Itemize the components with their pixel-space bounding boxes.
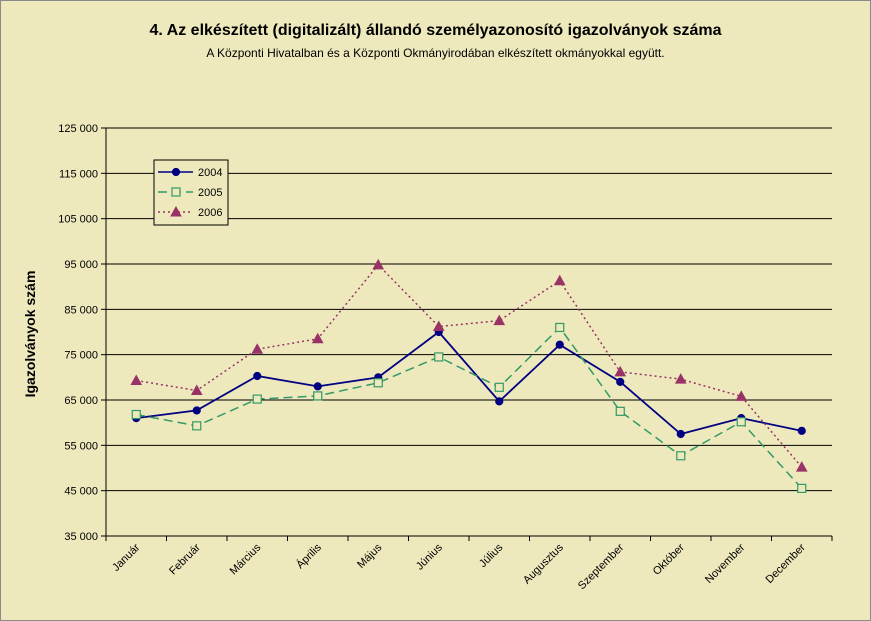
data-point bbox=[192, 406, 201, 415]
data-point bbox=[313, 382, 322, 391]
y-tick-label: 35 000 bbox=[64, 531, 98, 543]
x-tick-label: Szeptember bbox=[576, 541, 627, 592]
data-point bbox=[192, 421, 202, 431]
data-point bbox=[372, 258, 385, 270]
chart-subtitle: A Központi Hivatalban és a Központi Okmá… bbox=[206, 46, 665, 60]
x-tick-label: December bbox=[764, 541, 809, 586]
data-point bbox=[170, 205, 182, 217]
data-point bbox=[795, 461, 808, 472]
series-2004 bbox=[132, 327, 806, 439]
data-point bbox=[615, 406, 625, 416]
series-lines bbox=[130, 258, 808, 493]
data-point bbox=[555, 322, 565, 333]
data-point bbox=[797, 426, 806, 435]
data-point bbox=[495, 397, 504, 406]
x-tick-label: November bbox=[703, 541, 748, 586]
data-point bbox=[171, 167, 181, 177]
data-point bbox=[797, 483, 807, 493]
data-point bbox=[674, 373, 687, 384]
y-tick-label: 105 000 bbox=[58, 214, 98, 226]
x-tick-label: Október bbox=[651, 541, 687, 577]
y-tick-label: 125 000 bbox=[58, 123, 98, 135]
legend-item: 2005 bbox=[158, 187, 222, 199]
data-point bbox=[130, 374, 143, 386]
legend: 2004 2005 2006 bbox=[153, 159, 229, 226]
x-tick-label: Július bbox=[477, 541, 506, 570]
data-point bbox=[553, 274, 566, 286]
data-point bbox=[676, 429, 685, 439]
y-axis-label: Igazolványok szám bbox=[22, 271, 38, 398]
data-point bbox=[494, 382, 504, 392]
data-point bbox=[373, 378, 383, 388]
legend-label: 2005 bbox=[198, 187, 222, 199]
chart-title: 4. Az elkészített (digitalizált) állandó… bbox=[149, 22, 722, 39]
x-tick-label: Április bbox=[293, 541, 324, 572]
data-point bbox=[313, 391, 323, 401]
data-point bbox=[493, 314, 506, 326]
x-tick-label: Január bbox=[110, 541, 143, 574]
data-point bbox=[736, 417, 746, 427]
x-tick-label: Június bbox=[414, 541, 445, 572]
x-tick-label: Augusztus bbox=[521, 541, 566, 586]
y-tick-label: 45 000 bbox=[64, 486, 98, 498]
gridlines bbox=[106, 127, 832, 537]
y-tick-label: 55 000 bbox=[64, 440, 98, 452]
data-point bbox=[252, 394, 262, 404]
data-point bbox=[190, 384, 203, 395]
x-tick-labels: Január Február Március Április Május Június Jú… bbox=[110, 541, 808, 592]
data-point bbox=[616, 377, 625, 386]
series-2005 bbox=[131, 322, 807, 493]
legend-item: 2006 bbox=[158, 205, 222, 219]
x-tick-label: Február bbox=[167, 541, 203, 577]
series-line bbox=[136, 326, 803, 489]
axes bbox=[101, 127, 833, 541]
y-tick-label: 85 000 bbox=[64, 304, 98, 316]
data-point bbox=[432, 320, 445, 332]
x-tick-label: Március bbox=[228, 541, 264, 577]
data-point bbox=[171, 187, 181, 197]
series-2006 bbox=[130, 258, 808, 472]
data-point bbox=[253, 371, 262, 381]
series-line bbox=[136, 263, 803, 468]
y-tick-label: 115 000 bbox=[59, 168, 98, 180]
x-tick-label: Május bbox=[355, 541, 385, 571]
data-point bbox=[131, 409, 141, 420]
data-point bbox=[434, 352, 444, 362]
data-point bbox=[614, 365, 627, 377]
data-point bbox=[251, 343, 264, 354]
legend-label: 2006 bbox=[198, 207, 222, 219]
series-line bbox=[136, 330, 802, 435]
legend-label: 2004 bbox=[198, 167, 222, 179]
y-tick-labels: 35 000 45 000 55 000 65 000 75 000 85 000 95 0… bbox=[58, 123, 98, 543]
y-tick-label: 65 000 bbox=[64, 395, 98, 407]
y-tick-label: 95 000 bbox=[64, 259, 98, 271]
data-point bbox=[735, 390, 748, 401]
data-point bbox=[555, 340, 564, 349]
data-point bbox=[676, 451, 686, 461]
y-tick-label: 75 000 bbox=[64, 350, 98, 362]
legend-item: 2004 bbox=[158, 167, 222, 179]
data-point bbox=[311, 332, 324, 344]
